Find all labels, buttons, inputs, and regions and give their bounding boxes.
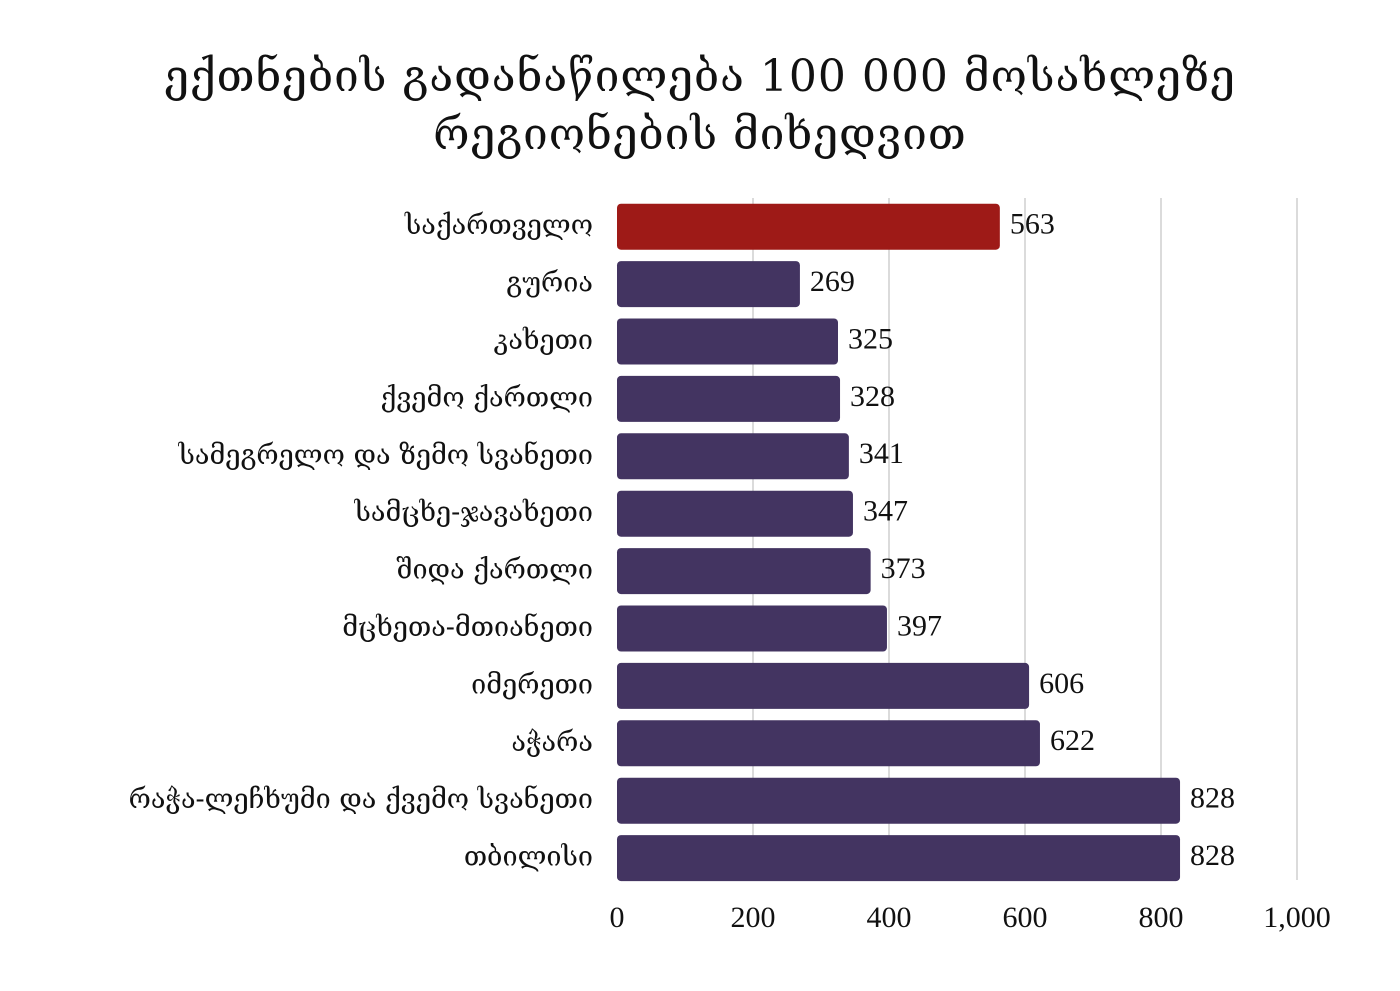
x-tick-label-800: 800: [1139, 901, 1184, 934]
category-label-10: რაჭა-ლეჩხუმი და ქვემო სვანეთი: [129, 784, 593, 815]
bar-4: [617, 433, 849, 480]
chart-title-line-2: რეგიონების მიხედვით: [433, 109, 967, 160]
value-label-0: 563: [1010, 208, 1055, 241]
x-tick-label-600: 600: [1003, 901, 1048, 934]
bar-9: [617, 720, 1040, 767]
category-label-8: იმერეთი: [471, 669, 593, 700]
x-tick-label-1000: 1,000: [1263, 901, 1331, 934]
value-label-3: 328: [850, 380, 895, 413]
value-label-1: 269: [810, 265, 855, 298]
value-label-8: 606: [1039, 667, 1084, 700]
value-label-9: 622: [1050, 724, 1095, 757]
category-label-3: ქვემო ქართლი: [381, 382, 593, 413]
bar-5: [617, 490, 853, 537]
bar-2: [617, 318, 838, 365]
grid-layer: [752, 198, 1298, 880]
value-label-7: 397: [897, 609, 942, 642]
value-label-10: 828: [1190, 782, 1235, 815]
value-label-6: 373: [881, 552, 926, 585]
value-label-11: 828: [1190, 839, 1235, 872]
bar-7: [617, 605, 887, 652]
x-tick-label-200: 200: [731, 901, 776, 934]
value-label-4: 341: [859, 437, 904, 470]
bar-layer: [617, 203, 1181, 882]
bar-11: [617, 835, 1181, 882]
bar-6: [617, 548, 871, 595]
category-label-1: გურია: [506, 268, 593, 299]
chart-title: ექთნების გადანაწილება 100 000 მოსახლეზე …: [0, 48, 1400, 164]
category-label-9: აჭარა: [511, 727, 593, 758]
bar-1: [617, 261, 800, 308]
label-layer: საქართველო 563 გურია 269 კახეთი 325 ქვემო ქართ…: [129, 208, 1235, 873]
bar-0: [617, 203, 1000, 250]
value-label-2: 325: [848, 322, 893, 355]
x-axis-ticks: 0 200 400 600 800 1,000: [610, 901, 1331, 934]
bar-10: [617, 777, 1181, 824]
category-label-6: შიდა ქართლი: [396, 555, 593, 586]
bar-3: [617, 375, 841, 422]
category-label-0: საქართველო: [404, 210, 593, 241]
chart-title-line-1: ექთნების გადანაწილება 100 000 მოსახლეზე: [164, 51, 1236, 102]
bar-8: [617, 662, 1030, 709]
category-label-5: სამცხე-ჯავახეთი: [353, 497, 593, 528]
category-label-4: სამეგრელო და ზემო სვანეთი: [178, 440, 593, 471]
x-tick-label-0: 0: [610, 901, 625, 934]
category-label-11: თბილისი: [464, 842, 593, 873]
category-label-2: კახეთი: [494, 325, 593, 356]
value-label-5: 347: [863, 495, 908, 528]
category-label-7: მცხეთა-მთიანეთი: [342, 612, 593, 643]
x-tick-label-400: 400: [867, 901, 912, 934]
